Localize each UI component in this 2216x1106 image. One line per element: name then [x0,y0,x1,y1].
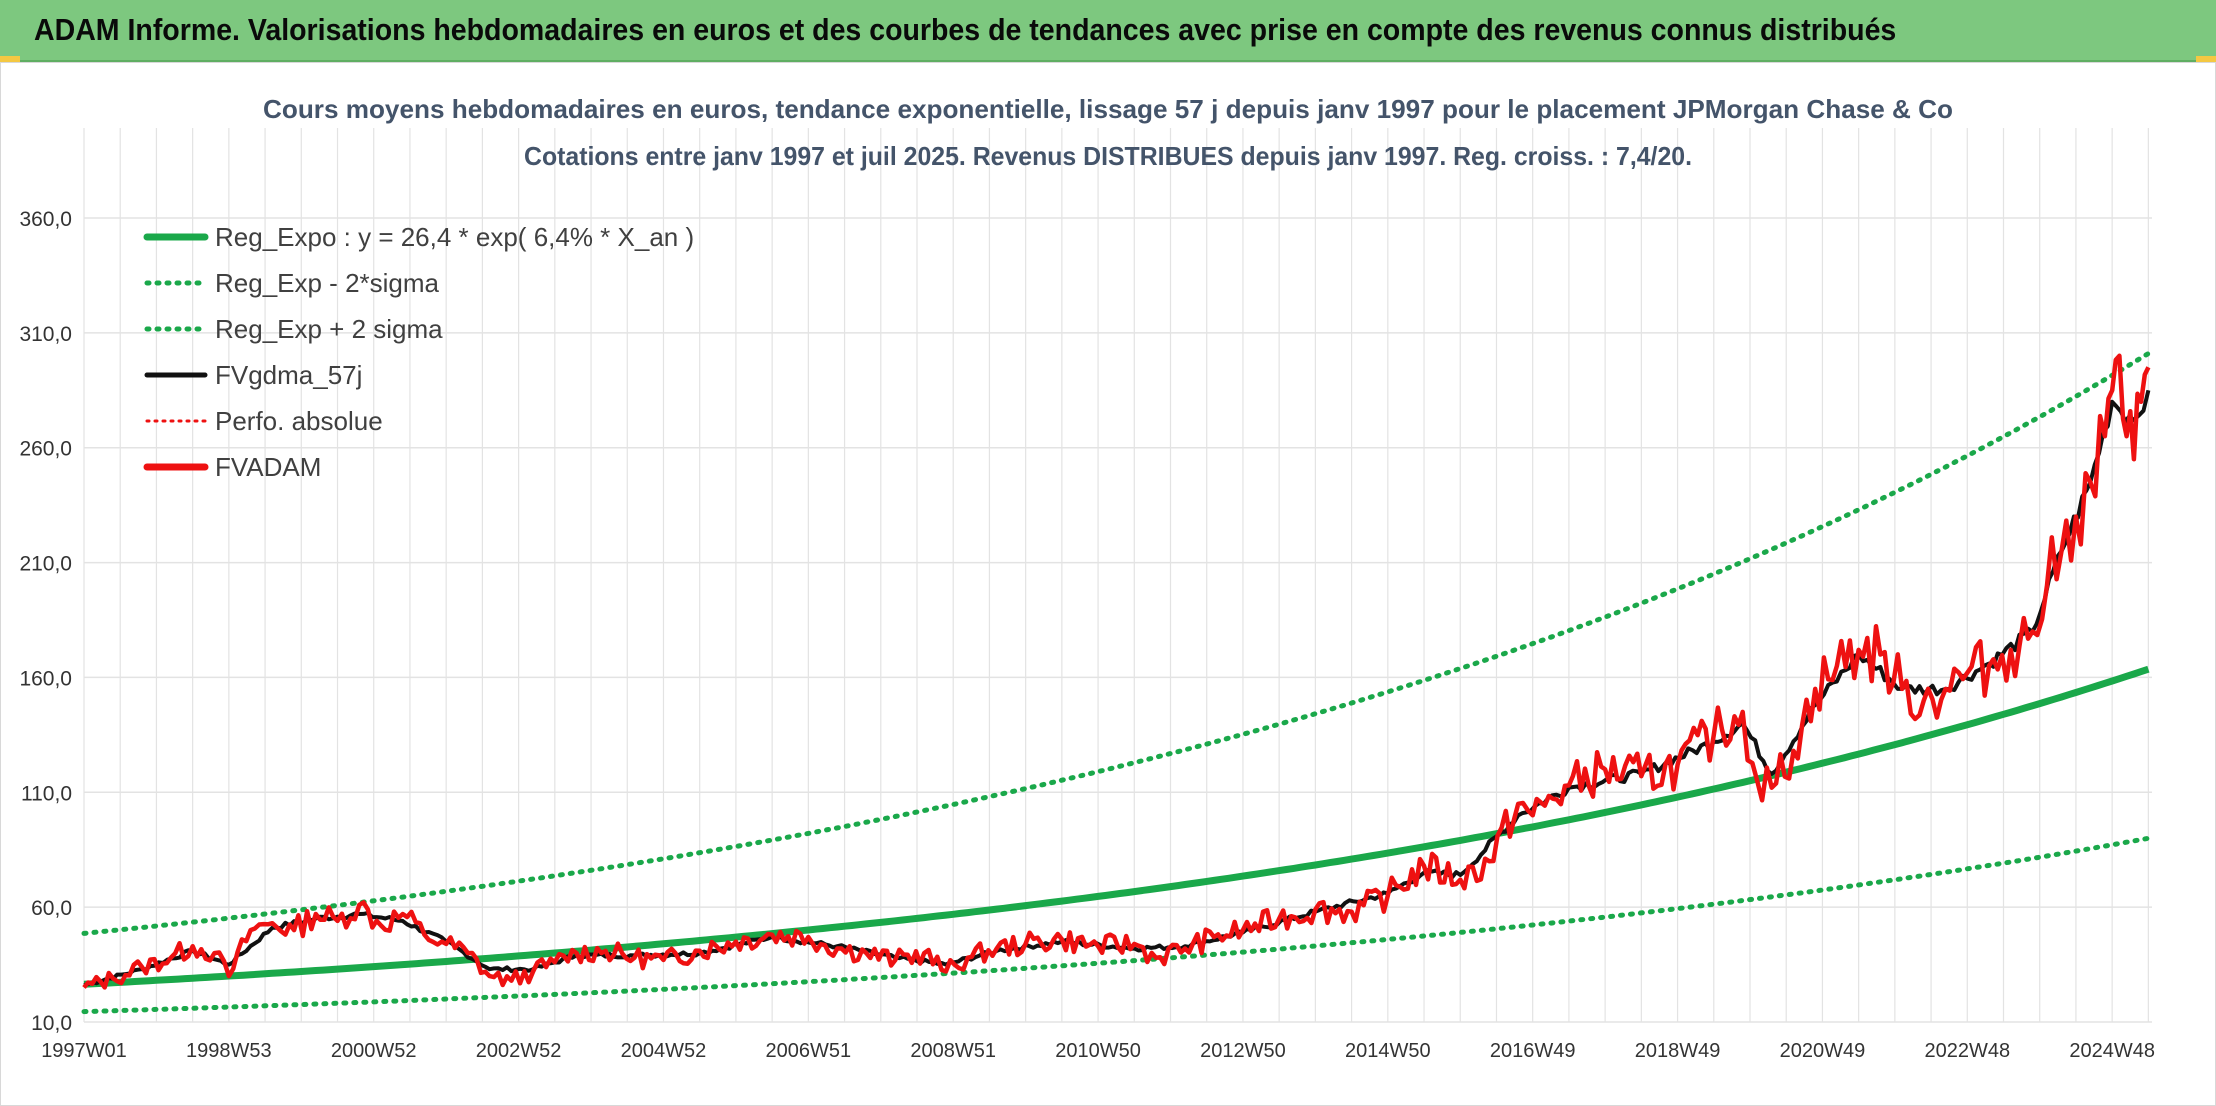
x-tick-label: 2000W52 [331,1040,417,1062]
legend-label: Reg_Expo : y = 26,4 * exp( 6,4% * X_an ) [215,222,694,252]
series-layer [81,351,2151,1015]
y-tick-label: 210,0 [19,553,72,576]
y-tick-label: 310,0 [19,323,72,346]
x-tick-label: 2018W49 [1635,1040,1721,1062]
x-tick-label: 2006W51 [766,1040,852,1062]
y-tick-label: 360,0 [19,208,72,231]
x-tick-label: 2004W52 [621,1040,707,1062]
x-tick-label: 2022W48 [1924,1040,2010,1062]
y-tick-label: 260,0 [19,438,72,461]
legend: Reg_Expo : y = 26,4 * exp( 6,4% * X_an )… [143,222,694,482]
grid-layer [83,128,2152,1023]
legend-label: Reg_Exp + 2 sigma [215,314,443,344]
corner-accent-right [2196,56,2216,62]
x-tick-label: 1997W01 [41,1040,127,1062]
x-tick-label: 2008W51 [910,1040,996,1062]
corner-accent-left [0,56,20,62]
reg-expo-line [83,665,2150,988]
reg-exp-plus-2sigma-line [81,351,2151,936]
header-bar: ADAM Informe. Valorisations hebdomadaire… [0,0,2216,62]
y-tick-labels: 360,0 310,0 260,0 210,0 160,0 110,0 60,0 10,0 [19,208,72,1035]
fvadam-line [82,353,2151,990]
x-tick-label: 2010W50 [1055,1040,1141,1062]
chart-title: Cours moyens hebdomadaires en euros, ten… [263,94,1953,124]
x-tick-label: 1998W53 [186,1040,272,1062]
y-tick-label: 110,0 [21,782,72,805]
x-tick-label: 2002W52 [476,1040,562,1062]
x-tick-label: 2020W49 [1780,1040,1866,1062]
header-title: ADAM Informe. Valorisations hebdomadaire… [34,12,1897,47]
x-tick-label: 2014W50 [1345,1040,1431,1062]
fvgdma-57j-line [83,389,2151,988]
legend-label: FVgdma_57j [215,360,362,390]
chart-subtitle: Cotations entre janv 1997 et juil 2025. … [524,141,1692,171]
reg-exp-minus-2sigma-line [81,835,2151,1015]
x-tick-label: 2024W48 [2069,1040,2155,1062]
x-tick-label: 2012W50 [1200,1040,1286,1062]
x-tick-label: 2016W49 [1490,1040,1576,1062]
y-tick-label: 10,0 [31,1012,72,1035]
y-tick-label: 60,0 [31,897,72,920]
x-tick-labels: 1997W01 1998W53 2000W52 2002W52 2004W52 2006W… [41,1040,2155,1062]
legend-label: Perfo. absolue [215,406,383,436]
y-tick-label: 160,0 [19,667,72,690]
legend-label: FVADAM [215,452,321,482]
legend-label: Reg_Exp - 2*sigma [215,268,440,298]
